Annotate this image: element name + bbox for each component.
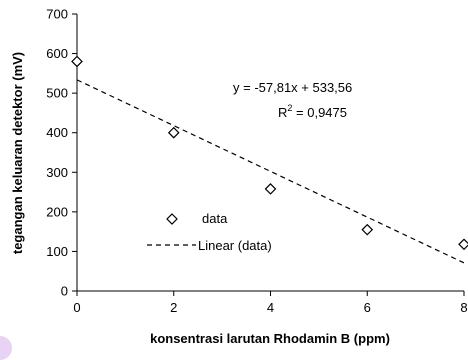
data-point — [264, 183, 277, 195]
r-squared-value: = 0,9475 — [292, 105, 347, 120]
x-tick-label: 6 — [364, 300, 371, 315]
r-squared-prefix: R — [278, 105, 287, 120]
y-tick-label: 100 — [46, 244, 68, 259]
y-axis-title: tegangan keluaran detektor (mV) — [10, 52, 25, 254]
data-point — [458, 238, 468, 251]
x-tick-label: 4 — [267, 300, 274, 315]
legend-label-linear: Linear (data) — [198, 238, 272, 253]
trendline — [76, 79, 465, 264]
data-point — [361, 223, 374, 236]
y-tick-label: 600 — [46, 46, 68, 61]
data-points-layer — [71, 55, 468, 251]
page-corner-decoration — [0, 336, 12, 360]
data-point — [167, 126, 180, 139]
regression-equation: y = -57,81x + 533,56 — [233, 80, 352, 95]
x-axis-title: konsentrasi larutan Rhodamin B (ppm) — [150, 331, 390, 346]
legend: data Linear (data) — [147, 211, 272, 253]
x-tick-label: 0 — [73, 300, 80, 315]
y-tick-label: 500 — [46, 86, 68, 101]
y-tick-label: 0 — [61, 284, 68, 299]
y-ticks: 0 100 200 300 400 500 600 700 — [46, 7, 77, 299]
r-squared-label: R2 = 0,9475 — [278, 103, 347, 120]
trendline-layer — [76, 79, 465, 264]
x-tick-label: 8 — [460, 300, 467, 315]
legend-label-data: data — [202, 211, 228, 226]
x-ticks: 0 2 4 6 8 — [73, 291, 468, 315]
legend-marker-data — [166, 213, 178, 225]
y-tick-label: 700 — [46, 7, 68, 22]
x-tick-label: 2 — [170, 300, 177, 315]
data-point — [71, 55, 83, 68]
y-tick-label: 300 — [46, 165, 68, 180]
y-tick-label: 400 — [46, 125, 68, 140]
r-squared-superscript: 2 — [287, 103, 292, 113]
y-tick-label: 200 — [46, 204, 68, 219]
